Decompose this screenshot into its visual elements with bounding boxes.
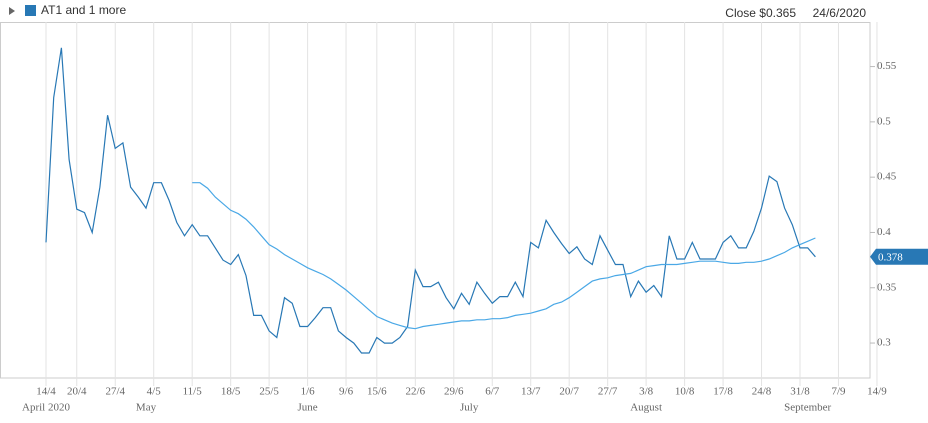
x-tick-label: 22/6 [406, 386, 426, 398]
x-tick-label: 29/6 [444, 386, 464, 398]
legend-swatch [25, 5, 36, 16]
y-tick-label: 0.4 [877, 226, 891, 238]
x-tick-label: 31/8 [790, 386, 810, 398]
y-tick-label: 0.3 [877, 337, 891, 349]
legend-label[interactable]: AT1 and 1 more [41, 3, 126, 17]
y-tick-label: 0.5 [877, 115, 891, 127]
month-label: August [630, 402, 662, 414]
y-tick-label: 0.35 [877, 281, 897, 293]
month-label: September [784, 402, 831, 414]
x-tick-label: 24/8 [752, 386, 772, 398]
y-tick-label: 0.55 [877, 60, 897, 72]
x-tick-label: 9/6 [339, 386, 354, 398]
x-tick-label: 4/5 [147, 386, 162, 398]
x-tick-label: 20/4 [67, 386, 87, 398]
x-tick-label: 11/5 [183, 386, 203, 398]
x-tick-label: 27/7 [598, 386, 618, 398]
month-label: May [136, 402, 157, 414]
last-value-label: 0.378 [878, 251, 903, 263]
x-tick-label: 6/7 [485, 386, 500, 398]
last-value-flag [870, 248, 928, 265]
x-tick-label: 18/5 [221, 386, 241, 398]
date-label: 24/6/2020 [813, 6, 867, 20]
close-label: Close $0.365 [725, 6, 796, 20]
month-label: June [298, 402, 318, 414]
x-tick-label: 3/8 [639, 386, 654, 398]
x-tick-label: 20/7 [559, 386, 579, 398]
x-tick-label: 10/8 [675, 386, 695, 398]
x-tick-label: 1/6 [301, 386, 316, 398]
month-label: July [460, 402, 479, 414]
x-tick-label: 14/4 [36, 386, 56, 398]
expand-arrow[interactable] [9, 7, 15, 15]
x-tick-label: 15/6 [367, 386, 387, 398]
series-line [45, 47, 816, 354]
plot-frame [0, 22, 871, 379]
y-tick-label: 0.45 [877, 171, 897, 183]
x-tick-label: 27/4 [105, 386, 125, 398]
x-tick-label: 25/5 [259, 386, 279, 398]
month-label: April 2020 [22, 402, 70, 414]
x-tick-label: 17/8 [713, 386, 733, 398]
x-tick-label: 14/9 [867, 386, 887, 398]
x-tick-label: 13/7 [521, 386, 541, 398]
series-line [192, 182, 816, 330]
x-tick-label: 7/9 [831, 386, 846, 398]
